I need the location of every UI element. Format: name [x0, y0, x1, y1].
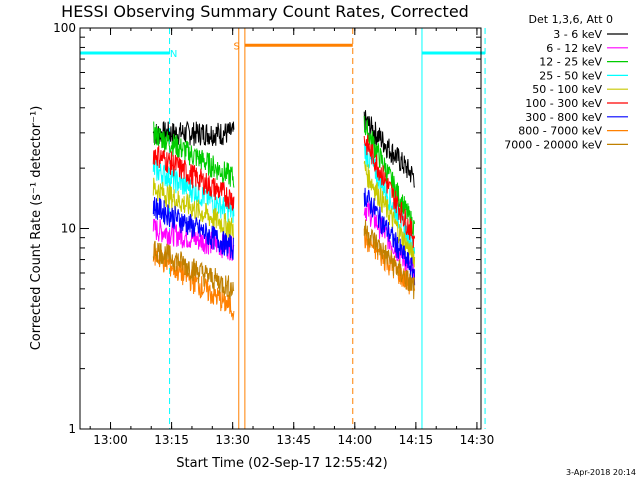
y-tick-label: 1	[68, 422, 76, 436]
series-trace-2-0	[153, 121, 235, 188]
x-tick-label: 14:00	[338, 433, 373, 447]
legend-header: Det 1,3,6, Att 0	[529, 13, 613, 26]
x-tick-label: 13:00	[93, 433, 128, 447]
legend-label: 3 - 6 keV	[553, 28, 602, 41]
series-trace-8-1	[363, 219, 416, 300]
legend-label: 100 - 300 keV	[525, 97, 602, 110]
x-tick-label: 14:30	[460, 433, 495, 447]
flag-label-2: S	[234, 41, 240, 52]
legend-label: 50 - 100 keV	[532, 83, 602, 96]
series-trace-5-1	[363, 134, 416, 249]
series-trace-7-0	[152, 243, 235, 321]
x-tick-label: 13:45	[276, 433, 311, 447]
legend-label: 25 - 50 keV	[539, 69, 602, 82]
series-trace-6-1	[363, 187, 416, 286]
legend-label: 6 - 12 keV	[546, 42, 602, 55]
series-lines	[152, 110, 416, 321]
y-axis-label: Corrected Count Rate (s⁻¹ detector⁻¹)	[29, 106, 44, 351]
series-trace-4-0	[152, 177, 235, 240]
chart-title: HESSI Observing Summary Count Rates, Cor…	[61, 2, 469, 21]
legend-label: 800 - 7000 keV	[518, 125, 602, 138]
series-trace-0-0	[152, 120, 235, 146]
series-trace-5-0	[152, 145, 235, 211]
y-tick-label: 100	[53, 21, 76, 35]
legend-label: 300 - 800 keV	[525, 111, 602, 124]
y-axis-ticks: 1 10 100	[53, 21, 481, 436]
x-axis-ticks: 13:00 13:15 13:30 13:45 14:00 14:15 14:30	[89, 28, 495, 447]
y-tick-label: 10	[61, 222, 76, 236]
legend-label: 12 - 25 keV	[539, 56, 602, 69]
series-trace-4-1	[363, 160, 416, 268]
legend-label: 7000 - 20000 keV	[504, 138, 602, 151]
series-trace-8-0	[152, 240, 235, 299]
x-axis-label: Start Time (02-Sep-17 12:55:42)	[176, 456, 387, 471]
x-tick-label: 13:15	[154, 433, 189, 447]
flag-label-0: N	[170, 49, 177, 60]
x-tick-label: 13:30	[215, 433, 250, 447]
series-trace-0-1	[363, 110, 416, 188]
series-trace-6-0	[152, 196, 234, 260]
series-trace-3-0	[152, 157, 235, 223]
x-tick-label: 14:15	[399, 433, 434, 447]
footer-date: 3-Apr-2018 20:14	[566, 468, 636, 477]
